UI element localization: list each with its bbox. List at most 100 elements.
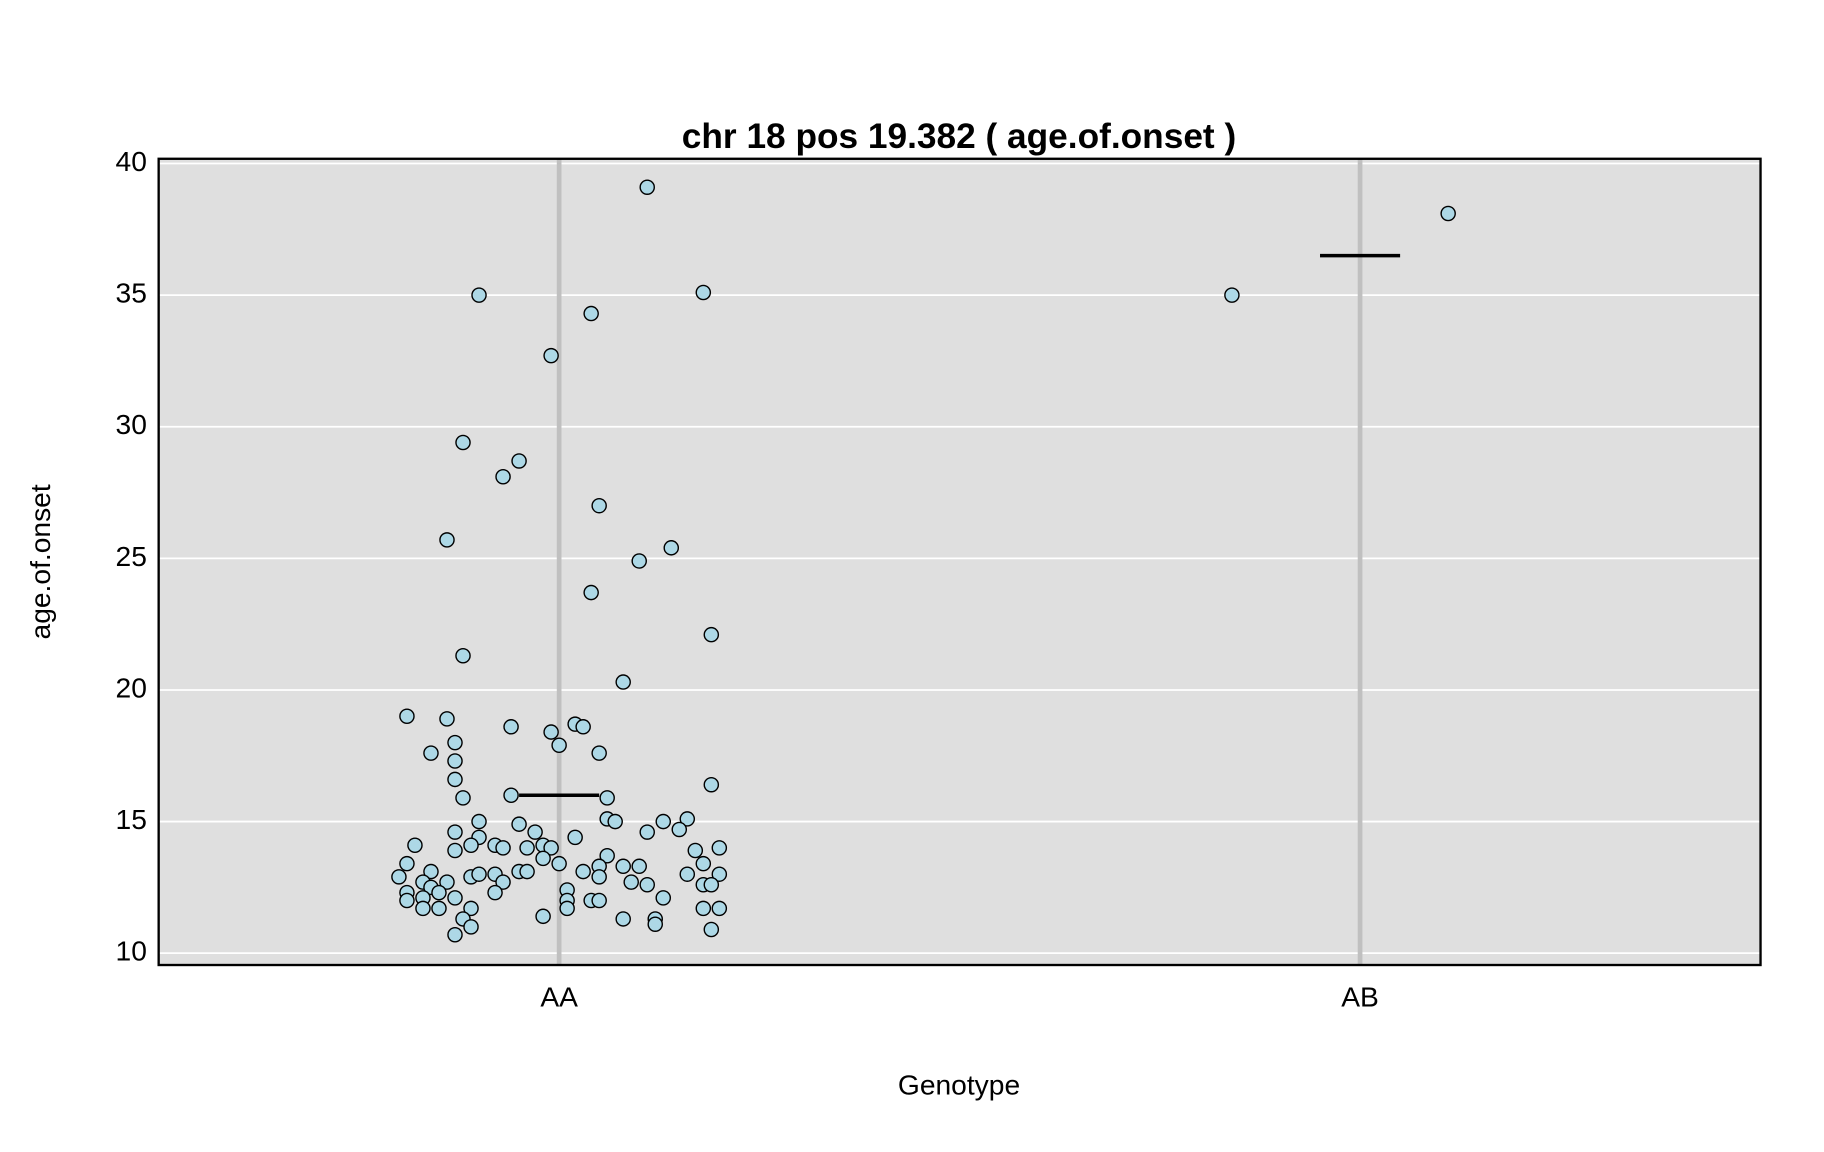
data-point [455,647,471,664]
data-point [615,674,631,690]
data-point [407,837,423,854]
data-point [551,737,567,753]
y-tick-label: 25 [116,540,147,572]
data-point [447,842,463,859]
data-point [559,900,575,917]
data-point [447,890,463,906]
data-point [495,874,511,890]
data-point [487,884,503,901]
data-point [679,866,696,882]
data-point [711,866,728,882]
chart-title: chr 18 pos 19.382 ( age.of.onset ) [682,117,1236,156]
data-point [447,753,463,769]
data-point [623,874,639,890]
data-point [471,287,487,303]
data-point [543,724,559,740]
data-point [591,745,607,761]
data-point [599,848,615,864]
y-tick-label: 35 [116,277,147,309]
data-point [583,584,599,601]
y-tick-label: 30 [116,408,147,440]
data-point [535,908,551,925]
data-point [447,926,463,943]
data-point [511,453,527,469]
data-point [463,837,479,854]
data-point [615,911,631,927]
data-point [711,900,728,917]
data-point [639,824,655,840]
data-point [503,719,519,735]
x-axis-label: Genotype [898,1069,1020,1101]
y-tick-label: 15 [116,803,147,835]
data-point [519,840,535,856]
data-point [591,869,607,885]
data-point [631,858,647,875]
data-point [647,916,663,932]
plot-frame [157,157,1762,967]
data-point [695,900,712,917]
data-point [495,468,511,485]
data-point [575,719,591,735]
data-point [671,821,688,838]
data-point [447,734,463,751]
data-point [495,840,511,856]
data-point [423,745,439,761]
data-point [543,840,559,856]
data-point [519,863,535,880]
data-point [695,855,712,872]
data-point [591,497,607,514]
y-tick-label: 10 [116,935,147,967]
data-point [583,305,599,322]
x-tick-label: AA [540,981,578,1013]
data-point [679,811,696,827]
data-point [703,626,720,643]
data-point [703,776,720,793]
data-point [655,890,672,906]
data-point [527,824,543,840]
data-point [567,829,583,846]
data-point [471,866,487,882]
data-point [575,863,591,880]
data-point [431,900,447,917]
data-point [463,900,479,917]
data-point [551,855,567,872]
plot-panel [158,158,1761,966]
data-point [463,919,479,935]
y-axis-label: age.of.onset [24,484,56,639]
data-point [543,347,559,364]
data-point [655,813,672,830]
data-point [1440,205,1456,222]
data-point [591,892,607,909]
data-point [439,532,455,548]
y-tick-label: 40 [116,145,147,177]
data-point [399,892,415,909]
data-point [423,863,439,880]
data-point [391,869,407,885]
data-point [535,850,551,867]
x-tick-label: AB [1341,981,1379,1013]
data-point [455,790,471,806]
data-point [471,813,487,830]
data-point [663,540,680,556]
data-point [711,840,728,856]
data-point [599,790,615,806]
data-point [695,284,712,301]
data-point [511,816,527,832]
data-point [447,824,463,840]
data-point [399,708,415,725]
data-point [439,874,455,890]
data-point [415,900,431,917]
data-point [439,711,455,727]
data-point [615,858,631,875]
data-point [399,855,415,872]
data-point [703,876,720,893]
data-point [1224,287,1240,303]
data-point [703,921,720,938]
data-point [687,842,704,859]
data-point [639,179,655,195]
data-point [455,434,471,451]
data-point [607,813,623,830]
y-tick-label: 20 [116,671,147,703]
